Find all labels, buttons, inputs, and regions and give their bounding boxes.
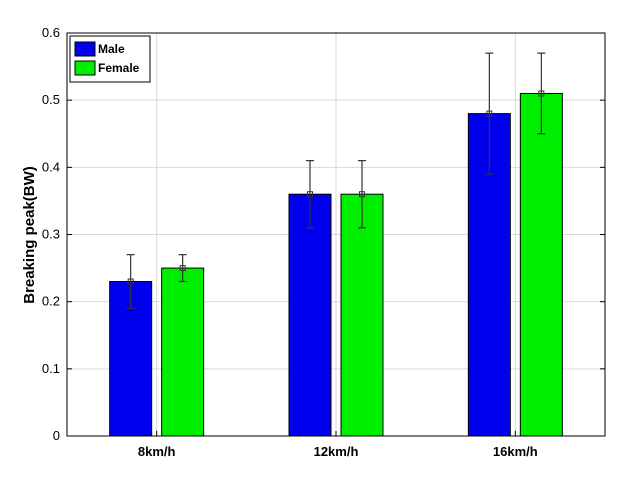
legend-label-male: Male <box>98 42 125 56</box>
mean-marker <box>359 191 365 198</box>
mean-marker <box>538 90 545 97</box>
bar-female <box>519 92 563 437</box>
y-tick-label: 0.2 <box>42 294 60 309</box>
x-tick-label: 16km/h <box>493 444 538 459</box>
legend-swatch-male <box>74 41 96 57</box>
legend-swatch-female <box>74 60 96 76</box>
bar-male <box>288 193 332 437</box>
y-tick-label: 0.3 <box>42 227 60 242</box>
error-bars <box>126 52 546 309</box>
y-tick-label: 0 <box>53 428 60 443</box>
y-tick-label: 0.1 <box>42 361 60 376</box>
mean-marker <box>486 110 493 117</box>
grid-lines <box>67 33 605 436</box>
legend-label-female: Female <box>98 61 140 75</box>
y-tick-label: 0.5 <box>42 92 60 107</box>
legend: Male Female <box>69 35 151 83</box>
y-axis-label: Breaking peak(BW) <box>21 166 38 304</box>
x-tick-label: 8km/h <box>138 444 176 459</box>
x-axis-ticks: 8km/h 12km/h 16km/h <box>138 431 538 459</box>
mean-marker <box>127 278 134 285</box>
mean-marker <box>307 191 313 198</box>
bar-female <box>340 193 384 437</box>
bars <box>109 92 563 437</box>
mean-marker <box>179 265 186 272</box>
bar-female <box>161 267 205 437</box>
y-axis-ticks: 0 0.1 0.2 0.3 0.4 0.5 0.6 <box>42 25 605 443</box>
x-tick-label: 12km/h <box>314 444 359 459</box>
y-tick-label: 0.4 <box>42 159 60 174</box>
y-tick-label: 0.6 <box>42 25 60 40</box>
